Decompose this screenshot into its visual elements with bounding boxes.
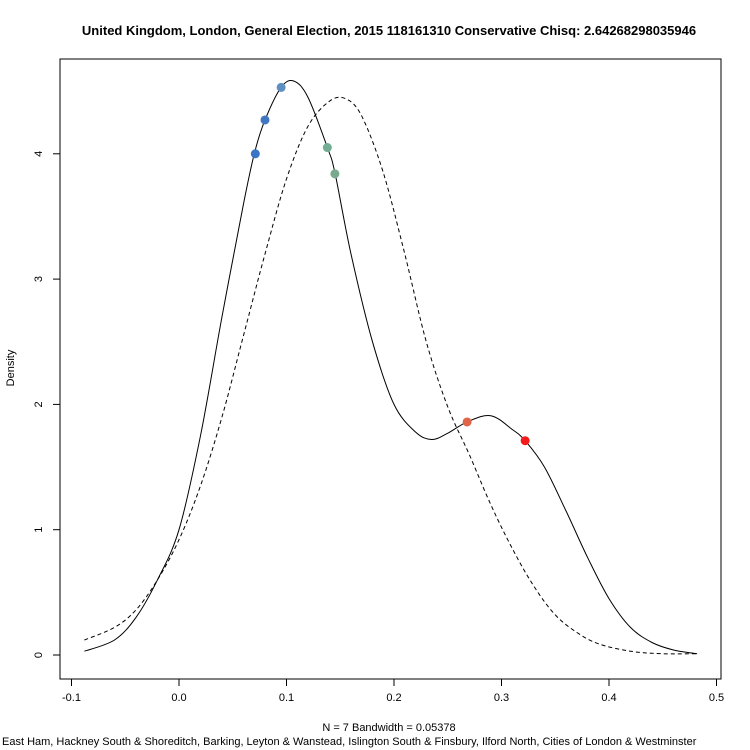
x-tick-label: -0.1 — [62, 692, 81, 704]
points-layer — [250, 82, 530, 446]
data-point — [276, 82, 286, 92]
y-axis-label: Density — [5, 349, 17, 386]
data-point — [250, 149, 260, 159]
x-tick-label: 0.4 — [601, 692, 616, 704]
x-axis-label: N = 7 Bandwidth = 0.05378 — [322, 722, 455, 734]
y-tick-label: 0 — [33, 652, 45, 658]
x-tick-label: 0.2 — [386, 692, 401, 704]
x-tick-label: 0.0 — [171, 692, 186, 704]
series-layer — [84, 79, 698, 655]
x-tick-label: 0.3 — [494, 692, 509, 704]
y-tick-label: 3 — [33, 276, 45, 282]
data-point — [462, 417, 472, 427]
x-tick-label: 0.1 — [279, 692, 294, 704]
data-point — [330, 169, 340, 179]
x-tick-label: 0.5 — [709, 692, 724, 704]
plot-frame — [59, 58, 722, 680]
x-axis-subtitle: East Ham, Hackney South & Shoreditch, Ba… — [2, 736, 697, 748]
data-point — [322, 143, 332, 153]
dashed-density-curve — [84, 96, 698, 655]
y-axis: 0 1 2 3 4 — [33, 151, 61, 658]
solid-density-curve — [84, 79, 698, 655]
data-point — [520, 436, 530, 446]
y-tick-label: 1 — [33, 527, 45, 533]
y-tick-label: 2 — [33, 401, 45, 407]
data-point — [260, 115, 270, 125]
x-axis: -0.1 0.0 0.1 0.2 0.3 0.4 0.5 — [62, 678, 724, 704]
y-tick-label: 4 — [33, 151, 45, 157]
chart-title: United Kingdom, London, General Election… — [82, 23, 696, 38]
